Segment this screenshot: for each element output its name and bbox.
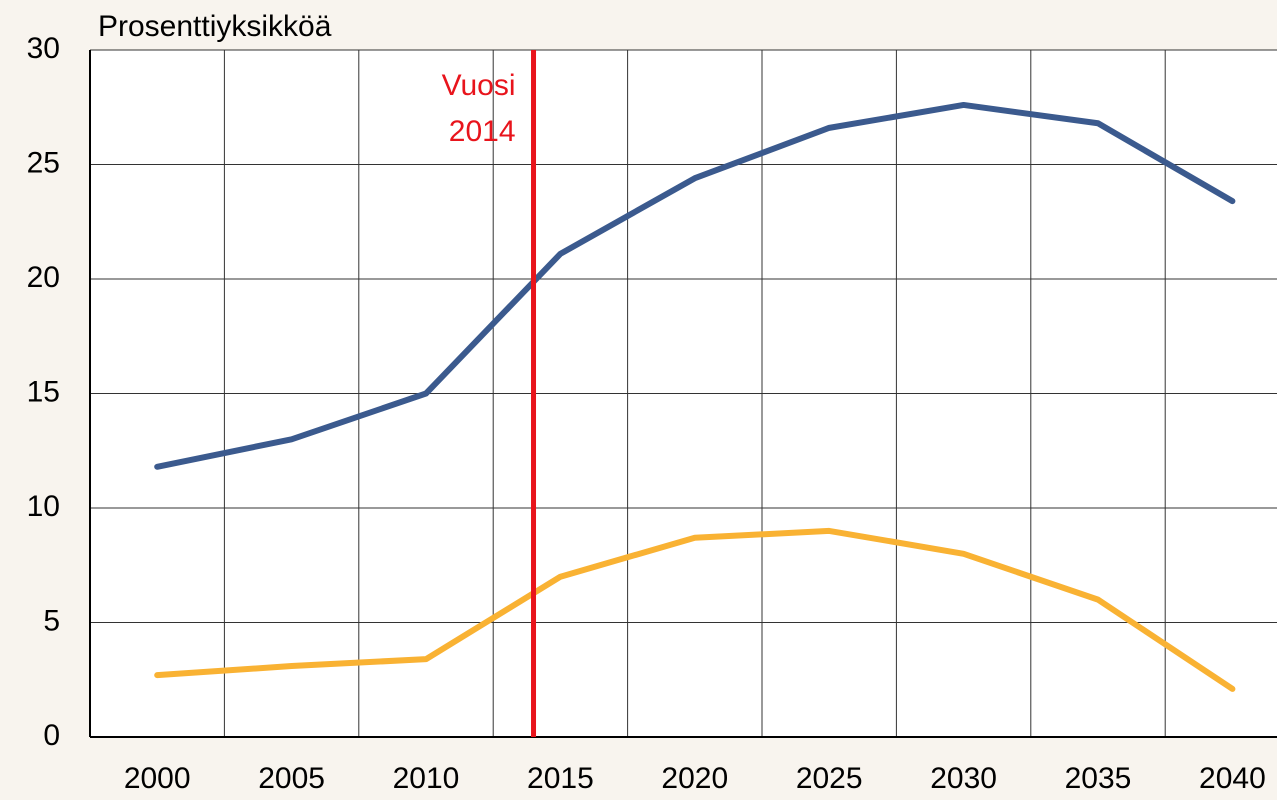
series-line bbox=[154, 527, 1236, 692]
y-tick-label: 0 bbox=[43, 719, 60, 752]
series-line bbox=[154, 101, 1236, 470]
x-tick-label: 2000 bbox=[124, 762, 191, 795]
x-tick-label: 2015 bbox=[527, 762, 594, 795]
x-tick-label: 2030 bbox=[930, 762, 997, 795]
marker-label: Vuosi bbox=[442, 69, 516, 102]
x-tick-label: 2020 bbox=[661, 762, 728, 795]
y-tick-label: 10 bbox=[27, 490, 60, 523]
y-tick-label: 30 bbox=[27, 32, 60, 65]
y-tick-label: 15 bbox=[27, 375, 60, 408]
marker-label: 2014 bbox=[449, 115, 516, 148]
x-tick-label: 2025 bbox=[796, 762, 863, 795]
x-tick-label: 2035 bbox=[1065, 762, 1132, 795]
x-tick-label: 2040 bbox=[1199, 762, 1266, 795]
y-tick-label: 5 bbox=[43, 604, 60, 637]
x-tick-label: 2010 bbox=[393, 762, 460, 795]
x-tick-label: 2005 bbox=[258, 762, 325, 795]
y-tick-label: 20 bbox=[27, 261, 60, 294]
y-axis-label: Prosenttiyksikköä bbox=[98, 10, 332, 43]
y-tick-label: 25 bbox=[27, 146, 60, 179]
